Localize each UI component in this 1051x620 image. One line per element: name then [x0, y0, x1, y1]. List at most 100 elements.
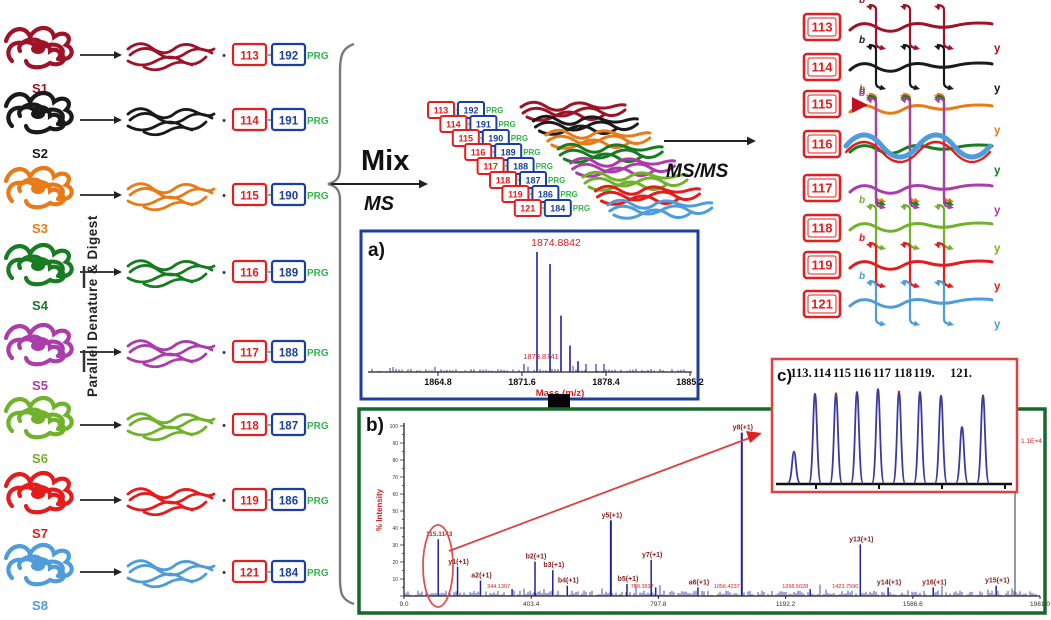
x-tick-label: 1871.6	[508, 377, 536, 387]
arrowhead-icon	[114, 421, 122, 429]
x-tick-label: 1586.6	[903, 601, 923, 608]
reporter-ion-box: 115	[802, 89, 842, 119]
x-axis-title: Mass (m/z)	[536, 388, 585, 399]
arrowhead-icon	[866, 280, 873, 287]
ion-label: b5(+1)	[618, 576, 639, 583]
reporter-tag-value: 121	[240, 568, 260, 580]
fragmentation-diagram: by	[848, 271, 1001, 331]
sample-label: S6	[32, 451, 48, 466]
arrowhead-icon	[114, 568, 122, 576]
prg-label: PRG	[307, 496, 329, 507]
b-cleavage-mark	[902, 3, 912, 43]
mixed-peptide-squiggle	[606, 198, 714, 220]
sample-row: S1• 113 192 PRG	[3, 25, 329, 96]
b-cleavage-mark	[902, 241, 912, 281]
arrowhead-icon	[947, 244, 954, 251]
prg-label: PRG	[307, 421, 329, 432]
plus-dot: •	[222, 115, 226, 127]
sample-row: S3 • 115 190 PRG	[3, 165, 329, 236]
reporter-ion-value: 115	[812, 97, 833, 112]
protein-blob	[3, 322, 74, 367]
reporter-tag-value: 116	[240, 268, 259, 280]
intensity-scale-label: 1.1E+4	[1021, 438, 1042, 445]
plus-dot: •	[222, 495, 226, 507]
arrowhead-icon	[934, 242, 941, 249]
y-ion-label: y	[994, 243, 1001, 255]
b-cleavage-mark	[936, 279, 946, 319]
reporter-tag-value: 113	[240, 51, 259, 63]
mixed-tagged-peptide: 121 184 PRG	[513, 198, 714, 220]
arrowhead-icon	[947, 84, 954, 91]
reporter-mz-label: 121.	[950, 366, 972, 380]
arrowhead-icon	[900, 280, 907, 287]
mixed-tagged-peptide: 114 191 PRG	[439, 114, 639, 136]
ion-label: y16(+1)	[922, 579, 946, 586]
y-tick-label: 60	[392, 492, 398, 498]
b-cleavage-mark	[902, 279, 912, 319]
sample-row: S7 • 119 186 PRG	[3, 470, 329, 541]
balance-tag-value: 186	[538, 190, 553, 200]
protein-blob	[3, 395, 74, 440]
ion-label: y7(+1)	[642, 552, 662, 559]
panel-c-label: c)	[777, 366, 792, 385]
sample-label: S5	[32, 378, 48, 393]
balance-tag-box	[270, 487, 307, 512]
panel-a: a) 1874.8842 1873.8741 1864.8 1871.6 1878.4 18…	[359, 229, 704, 401]
balance-tag-value: 190	[279, 191, 298, 203]
balance-tag-value: 191	[476, 120, 491, 130]
prg-label: PRG	[307, 51, 329, 62]
arrowhead-icon	[900, 204, 907, 211]
reporter-ion-value: 117	[812, 181, 833, 196]
b-cleavage-mark	[936, 241, 946, 281]
protein-blob	[3, 25, 74, 70]
y-tick-label: 80	[392, 458, 398, 464]
arrowhead-icon	[879, 244, 886, 251]
arrowhead-icon	[879, 203, 886, 210]
reporter-tag-value: 114	[240, 116, 259, 128]
reporter-tag-value: 115	[459, 134, 474, 144]
prg-label: PRG	[307, 268, 329, 279]
plus-dot: •	[222, 420, 226, 432]
y-tick-label: 20	[392, 560, 398, 566]
prg-label: PRG	[523, 148, 540, 157]
b-cleavage-mark	[868, 96, 878, 202]
reporter-ion-value: 119	[812, 258, 833, 273]
ion-label: y14(+1)	[877, 579, 901, 586]
sample-row: S5 • 117 188 PRG	[3, 322, 329, 393]
fragmentation-diagram: by	[848, 233, 1001, 293]
mixed-peptide-squiggle	[593, 184, 701, 206]
mixed-tagged-peptide: 116 189 PRG	[464, 142, 664, 164]
reporter-ion-box: 114	[802, 52, 842, 82]
arrowhead-icon	[934, 97, 941, 104]
mixed-peptide-squiggle	[531, 114, 639, 136]
reporter-peak	[934, 394, 948, 484]
sample-row: S6 • 118 187 PRG	[3, 395, 329, 466]
b-cleavage-mark	[936, 96, 946, 202]
peak-annotation: 1873.8741	[523, 352, 558, 361]
panel-c: c)113. 114 115 116 117 118 119. 121. 1.1E+4	[770, 357, 1042, 494]
arrowhead-icon	[947, 203, 954, 210]
arrowhead-icon	[866, 44, 873, 51]
plus-dot: •	[222, 567, 226, 579]
sample-row: S8 • 121 184 PRG	[3, 542, 329, 613]
fragmentation-diagram: by	[848, 0, 1001, 55]
b-ion-label: b	[859, 233, 865, 244]
ion-label: b2(+1)	[526, 554, 547, 561]
b-cleavage-mark	[902, 96, 912, 202]
fragmentation-diagram: by	[848, 35, 1001, 95]
ion-label: a2(+1)	[471, 573, 491, 580]
mixed-peptide-squiggle	[544, 128, 652, 150]
reporter-tag-value: 116	[471, 148, 486, 158]
y-ion-label: y	[994, 319, 1001, 331]
prg-label: PRG	[307, 568, 329, 579]
peptide-squiggle	[126, 487, 216, 517]
b-ion-label: b	[859, 88, 865, 99]
mass-label: 1056.4237	[714, 584, 740, 590]
reporter-ion-value: 116	[812, 137, 833, 152]
arrowhead-icon	[913, 203, 920, 210]
b-cleavage-mark	[868, 43, 878, 83]
balance-tag-value: 186	[279, 496, 298, 508]
process-label-vertical: Parallel Denature & Digest	[85, 215, 100, 397]
arrowhead-icon	[114, 496, 122, 504]
arrowhead-icon	[900, 242, 907, 249]
